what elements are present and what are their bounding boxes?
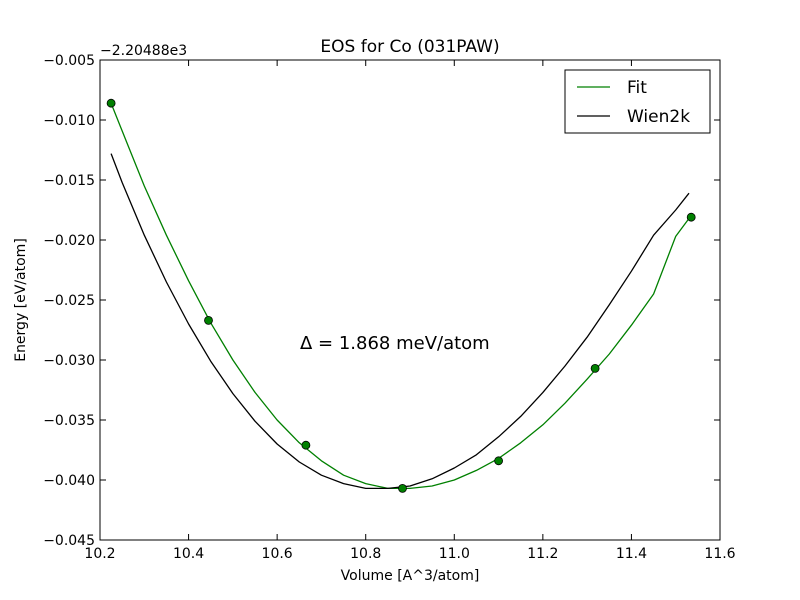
x-tick-label: 11.6: [704, 546, 735, 562]
ticks-layer: 10.2 10.4 10.6 10.8 11.0 11.2 11.4 11.6 −0.045 −0…: [43, 53, 735, 562]
legend: Fit Wien2k: [564, 69, 711, 134]
y-axis-label: Energy [eV/atom]: [13, 238, 29, 362]
y-tick-label: −0.005: [43, 53, 95, 69]
chart-title: EOS for Co (031PAW): [320, 37, 499, 57]
data-point: [590, 363, 600, 373]
y-tick-label: −0.020: [43, 233, 95, 249]
data-points-layer: [106, 98, 696, 493]
x-axis-label: Volume [A^3/atom]: [341, 568, 480, 584]
x-tick-label: 10.2: [84, 546, 115, 562]
x-tick-label: 11.0: [439, 546, 470, 562]
x-tick-label: 10.4: [173, 546, 204, 562]
y-offset-label: −2.20488e3: [100, 43, 187, 59]
x-tick-label: 11.2: [527, 546, 558, 562]
data-point: [494, 456, 504, 466]
legend-label-wien2k: Wien2k: [627, 107, 690, 127]
data-point: [204, 315, 213, 325]
y-tick-label: −0.035: [43, 413, 95, 429]
data-point: [106, 98, 116, 108]
y-tick-label: −0.025: [43, 293, 95, 309]
x-tick-label: 10.8: [350, 546, 381, 562]
data-point: [301, 440, 311, 450]
x-tick-label: 11.4: [616, 546, 647, 562]
legend-box: [564, 69, 711, 134]
legend-label-fit: Fit: [627, 78, 647, 98]
data-point: [686, 212, 696, 222]
y-tick-label: −0.015: [43, 173, 95, 189]
y-tick-label: −0.030: [43, 353, 95, 369]
plot-area: [99, 59, 721, 541]
delta-annotation: Δ = 1.868 meV/atom: [300, 333, 490, 354]
x-tick-label: 10.6: [262, 546, 293, 562]
y-tick-label: −0.040: [43, 473, 95, 489]
y-tick-label: −0.010: [43, 113, 95, 129]
data-point: [398, 483, 407, 493]
y-tick-label: −0.045: [43, 533, 95, 549]
